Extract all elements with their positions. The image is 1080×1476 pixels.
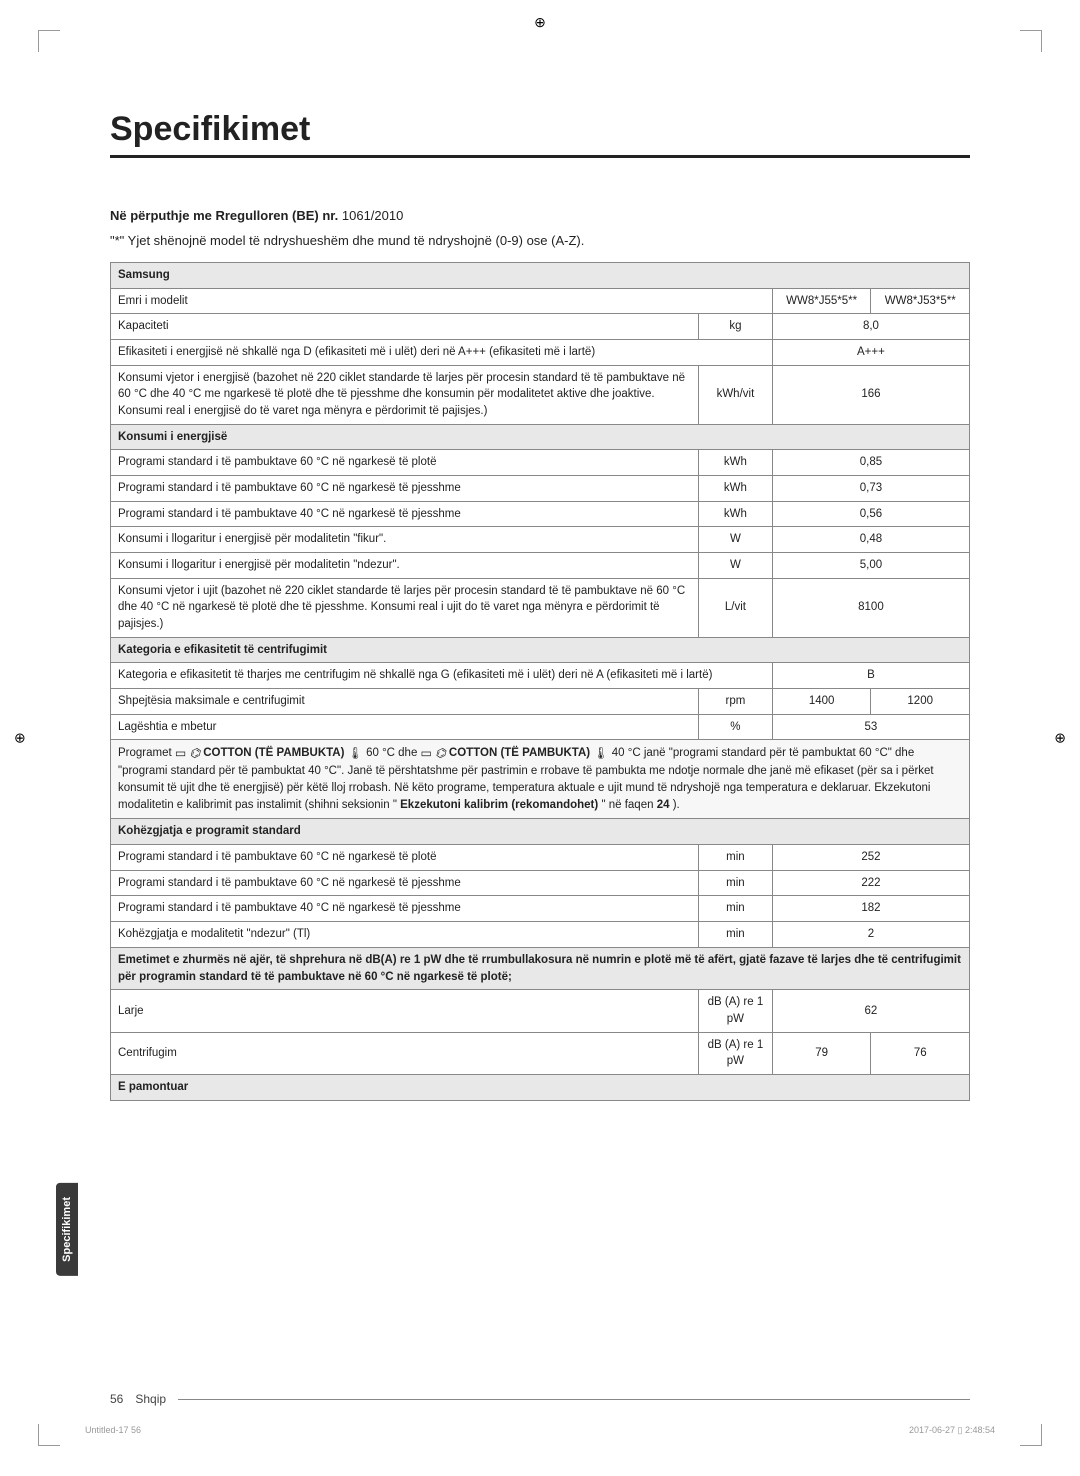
row-unit: min bbox=[698, 870, 772, 896]
row-unit: rpm bbox=[698, 689, 772, 715]
section-header: E pamontuar bbox=[111, 1074, 970, 1100]
row-value: 0,73 bbox=[772, 476, 969, 502]
crop-mark-icon: ⊕ bbox=[14, 730, 26, 747]
row-value: 0,48 bbox=[772, 527, 969, 553]
row-unit: kg bbox=[698, 314, 772, 340]
temp-icon: 🌡 bbox=[593, 744, 608, 762]
section-header: Emetimet e zhurmës në ajër, të shprehura… bbox=[111, 947, 970, 989]
row-label: Kategoria e efikasitetit të tharjes me c… bbox=[111, 663, 773, 689]
row-value: 2 bbox=[772, 922, 969, 948]
footer: 56 Shqip bbox=[110, 1392, 970, 1406]
eco-icon: ▭ ⌬ bbox=[175, 744, 200, 762]
note-text: " në faqen bbox=[601, 799, 656, 811]
spec-table: Samsung Emri i modelit WW8*J55*5** WW8*J… bbox=[110, 262, 970, 1101]
crop-mark-icon: ⊕ bbox=[534, 14, 546, 31]
row-unit: min bbox=[698, 922, 772, 948]
row-unit: dB (A) re 1 pW bbox=[698, 990, 772, 1032]
row-label: Programi standard i të pambuktave 60 °C … bbox=[111, 476, 699, 502]
regulation-label: Në përputhje me Rregulloren (BE) nr. bbox=[110, 208, 338, 223]
row-value: 62 bbox=[772, 990, 969, 1032]
row-unit: min bbox=[698, 896, 772, 922]
row-label: Emri i modelit bbox=[111, 288, 773, 314]
row-label: Shpejtësia maksimale e centrifugimit bbox=[111, 689, 699, 715]
row-value: WW8*J55*5** bbox=[772, 288, 871, 314]
timestamp: 2017-06-27 ▯ 2:48:54 bbox=[909, 1425, 995, 1436]
crop-corner bbox=[38, 30, 60, 52]
row-unit: min bbox=[698, 845, 772, 871]
row-label: Konsumi i llogaritur i energjisë për mod… bbox=[111, 527, 699, 553]
crop-corner bbox=[38, 1424, 60, 1446]
row-value: 76 bbox=[871, 1032, 970, 1074]
row-value: 79 bbox=[772, 1032, 871, 1074]
crop-mark-icon: ⊕ bbox=[1054, 730, 1066, 747]
note-text: ). bbox=[673, 799, 680, 811]
row-value: 0,85 bbox=[772, 450, 969, 476]
asterisk-note: "*" Yjet shënojnë model të ndryshueshëm … bbox=[110, 233, 970, 248]
row-value: 5,00 bbox=[772, 553, 969, 579]
row-label: Programi standard i të pambuktave 40 °C … bbox=[111, 896, 699, 922]
row-label: Programi standard i të pambuktave 40 °C … bbox=[111, 501, 699, 527]
programs-note: Programet ▭ ⌬ COTTON (TË PAMBUKTA) 🌡 60 … bbox=[111, 740, 970, 819]
brand-header: Samsung bbox=[111, 263, 970, 289]
row-label: Efikasiteti i energjisë në shkallë nga D… bbox=[111, 340, 773, 366]
row-label: Programi standard i të pambuktave 60 °C … bbox=[111, 845, 699, 871]
row-label: Kapaciteti bbox=[111, 314, 699, 340]
footer-lang: Shqip bbox=[135, 1392, 166, 1406]
note-text: Ekzekutoni kalibrim (rekomandohet) bbox=[400, 799, 598, 811]
row-value: 222 bbox=[772, 870, 969, 896]
row-label: Programi standard i të pambuktave 60 °C … bbox=[111, 450, 699, 476]
regulation-number: 1061/2010 bbox=[342, 208, 403, 223]
row-label: Programi standard i të pambuktave 60 °C … bbox=[111, 870, 699, 896]
row-label: Konsumi vjetor i energjisë (bazohet në 2… bbox=[111, 365, 699, 424]
row-value: 182 bbox=[772, 896, 969, 922]
eco-icon: ▭ ⌬ bbox=[421, 744, 446, 762]
row-value: 1200 bbox=[871, 689, 970, 715]
page-number: 56 bbox=[110, 1392, 123, 1406]
row-unit: kWh/vit bbox=[698, 365, 772, 424]
row-unit: kWh bbox=[698, 501, 772, 527]
row-unit: W bbox=[698, 553, 772, 579]
row-value: 8,0 bbox=[772, 314, 969, 340]
section-header: Kohëzgjatja e programit standard bbox=[111, 819, 970, 845]
row-unit: kWh bbox=[698, 476, 772, 502]
row-unit: % bbox=[698, 714, 772, 740]
row-label: Lagështia e mbetur bbox=[111, 714, 699, 740]
row-value: 53 bbox=[772, 714, 969, 740]
row-value: 166 bbox=[772, 365, 969, 424]
row-unit: dB (A) re 1 pW bbox=[698, 1032, 772, 1074]
crop-corner bbox=[1020, 1424, 1042, 1446]
footer-rule bbox=[178, 1399, 970, 1400]
note-text: COTTON (TË PAMBUKTA) bbox=[449, 747, 590, 759]
row-value: WW8*J53*5** bbox=[871, 288, 970, 314]
row-label: Konsumi vjetor i ujit (bazohet në 220 ci… bbox=[111, 578, 699, 637]
section-header: Kategoria e efikasitetit të centrifugimi… bbox=[111, 637, 970, 663]
row-value: A+++ bbox=[772, 340, 969, 366]
doc-id: Untitled-17 56 bbox=[85, 1425, 141, 1436]
row-unit: W bbox=[698, 527, 772, 553]
row-unit: L/vit bbox=[698, 578, 772, 637]
row-value: 1400 bbox=[772, 689, 871, 715]
page-title: Specifikimet bbox=[110, 110, 970, 149]
row-value: B bbox=[772, 663, 969, 689]
title-underline bbox=[110, 155, 970, 158]
row-label: Konsumi i llogaritur i energjisë për mod… bbox=[111, 553, 699, 579]
note-text: COTTON (TË PAMBUKTA) bbox=[203, 747, 344, 759]
note-text: Programet bbox=[118, 747, 175, 759]
note-text: 24 bbox=[657, 799, 670, 811]
row-label: Centrifugim bbox=[111, 1032, 699, 1074]
crop-corner bbox=[1020, 30, 1042, 52]
row-value: 8100 bbox=[772, 578, 969, 637]
side-tab: Specifikimet bbox=[56, 1183, 78, 1276]
note-text: 60 °C dhe bbox=[366, 747, 420, 759]
row-value: 0,56 bbox=[772, 501, 969, 527]
regulation-line: Në përputhje me Rregulloren (BE) nr. 106… bbox=[110, 208, 970, 223]
row-label: Larje bbox=[111, 990, 699, 1032]
row-label: Kohëzgjatja e modalitetit "ndezur" (Tl) bbox=[111, 922, 699, 948]
section-header: Konsumi i energjisë bbox=[111, 424, 970, 450]
row-value: 252 bbox=[772, 845, 969, 871]
footer-meta: Untitled-17 56 2017-06-27 ▯ 2:48:54 bbox=[85, 1425, 995, 1436]
temp-icon: 🌡 bbox=[348, 744, 363, 762]
row-unit: kWh bbox=[698, 450, 772, 476]
